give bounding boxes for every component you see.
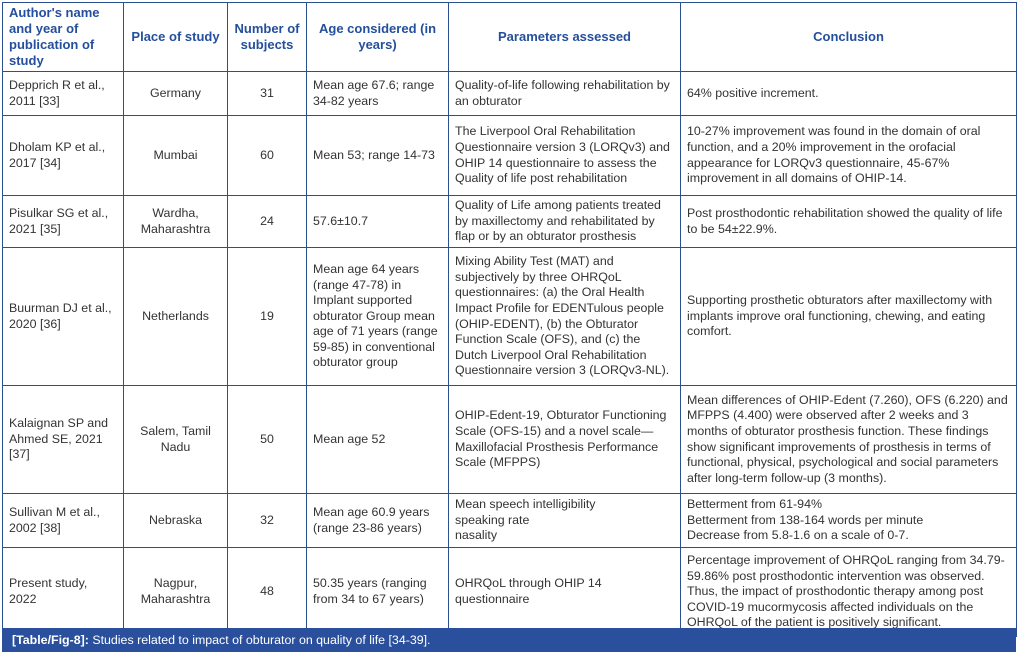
cell-age: Mean age 52	[306, 385, 449, 494]
cell-author: Kalaignan SP and Ahmed SE, 2021 [37]	[2, 385, 124, 494]
cell-author: Dholam KP et al., 2017 [34]	[2, 115, 124, 196]
table-row: Depprich R et al., 2011 [33] Germany 31 Mea…	[2, 71, 1017, 116]
cell-place: Germany	[123, 71, 228, 116]
cell-place: Mumbai	[123, 115, 228, 196]
cell-conclusion: 10-27% improvement was found in the doma…	[680, 115, 1017, 196]
cell-params: Quality-of-life following rehabilitation…	[448, 71, 681, 116]
cell-n: 31	[227, 71, 307, 116]
caption-text: Studies related to impact of obturator o…	[88, 633, 431, 647]
table-row: Kalaignan SP and Ahmed SE, 2021 [37] Sale…	[2, 385, 1017, 494]
cell-place: Nagpur, Maharashtra	[123, 547, 228, 637]
cell-conclusion: Betterment from 61-94% Betterment from 1…	[680, 493, 1017, 548]
cell-conclusion: Percentage improvement of OHRQoL ranging…	[680, 547, 1017, 637]
cell-age: Mean age 67.6; range 34-82 years	[306, 71, 449, 116]
cell-n: 50	[227, 385, 307, 494]
cell-conclusion: Post prosthodontic rehabilitation showed…	[680, 195, 1017, 248]
table-row: Dholam KP et al., 2017 [34] Mumbai 60 Mean …	[2, 115, 1017, 196]
cell-params: Quality of Life among patients treated b…	[448, 195, 681, 248]
cell-conclusion: Mean differences of OHIP-Edent (7.260), …	[680, 385, 1017, 494]
table-row: Buurman DJ et al., 2020 [36] Netherlands 1…	[2, 247, 1017, 386]
cell-conclusion: 64% positive increment.	[680, 71, 1017, 116]
caption-label: [Table/Fig-8]:	[12, 633, 89, 647]
cell-age: Mean 53; range 14-73	[306, 115, 449, 196]
cell-author: Depprich R et al., 2011 [33]	[2, 71, 124, 116]
cell-author: Present study, 2022	[2, 547, 124, 637]
cell-place: Salem, Tamil Nadu	[123, 385, 228, 494]
studies-table: Author's name and year of publication of…	[2, 2, 1017, 637]
cell-n: 48	[227, 547, 307, 637]
cell-age: 50.35 years (ranging from 34 to 67 years…	[306, 547, 449, 637]
cell-place: Netherlands	[123, 247, 228, 386]
cell-conclusion: Supporting prosthetic obturators after m…	[680, 247, 1017, 386]
cell-n: 24	[227, 195, 307, 248]
cell-params: OHRQoL through OHIP 14 questionnaire	[448, 547, 681, 637]
cell-n: 32	[227, 493, 307, 548]
cell-author: Pisulkar SG et al., 2021 [35]	[2, 195, 124, 248]
cell-params: Mean speech intelligibility speaking rat…	[448, 493, 681, 548]
header-row: Author's name and year of publication of…	[2, 2, 1017, 72]
cell-n: 60	[227, 115, 307, 196]
cell-author: Sullivan M et al., 2002 [38]	[2, 493, 124, 548]
header-place: Place of study	[123, 2, 228, 72]
cell-age: 57.6±10.7	[306, 195, 449, 248]
header-parameters: Parameters assessed	[448, 2, 681, 72]
cell-params: The Liverpool Oral Rehabilitation Questi…	[448, 115, 681, 196]
cell-params: OHIP-Edent-19, Obturator Functioning Sca…	[448, 385, 681, 494]
cell-age: Mean age 60.9 years (range 23-86 years)	[306, 493, 449, 548]
table-row: Present study, 2022 Nagpur, Maharashtra 48…	[2, 547, 1017, 637]
table-row: Pisulkar SG et al., 2021 [35] Wardha, Mah…	[2, 195, 1017, 248]
cell-place: Wardha, Maharashtra	[123, 195, 228, 248]
cell-author: Buurman DJ et al., 2020 [36]	[2, 247, 124, 386]
header-author: Author's name and year of publication of…	[2, 2, 124, 72]
header-conclusion: Conclusion	[680, 2, 1017, 72]
cell-age: Mean age 64 years (range 47-78) in Impla…	[306, 247, 449, 386]
table-row: Sullivan M et al., 2002 [38] Nebraska 32 Me…	[2, 493, 1017, 548]
table-caption: [Table/Fig-8]: Studies related to impact…	[2, 628, 1016, 652]
header-subjects: Number of subjects	[227, 2, 307, 72]
cell-n: 19	[227, 247, 307, 386]
header-age: Age considered (in years)	[306, 2, 449, 72]
cell-place: Nebraska	[123, 493, 228, 548]
cell-params: Mixing Ability Test (MAT) and subjective…	[448, 247, 681, 386]
